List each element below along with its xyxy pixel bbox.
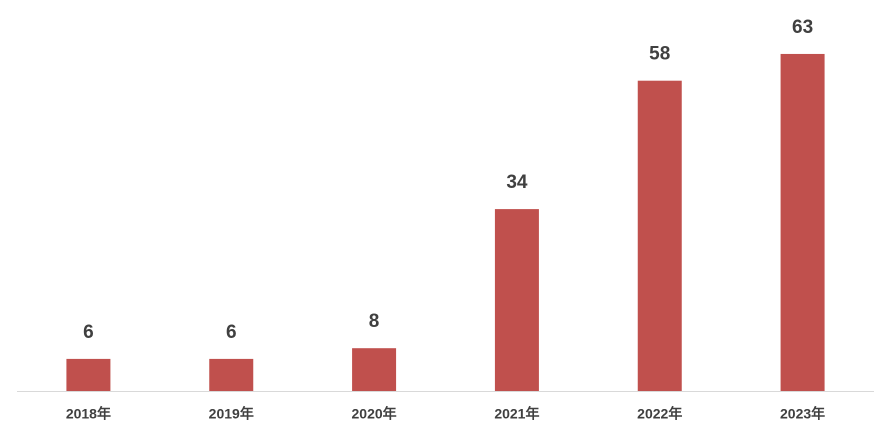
x-tick-label: 2021年 [494, 406, 539, 422]
bar [494, 209, 539, 391]
data-label: 34 [506, 172, 528, 193]
data-label: 6 [226, 322, 237, 343]
bar [637, 80, 682, 391]
bar [209, 358, 254, 391]
x-tick-label: 2023年 [780, 406, 825, 422]
bar [352, 348, 397, 391]
data-label: 58 [649, 44, 670, 65]
x-tick-label: 2019年 [209, 406, 254, 422]
bar [66, 358, 111, 391]
data-label: 63 [792, 17, 813, 38]
data-label: 8 [369, 311, 380, 332]
x-tick-label: 2018年 [66, 406, 111, 422]
data-label: 6 [83, 322, 94, 343]
x-tick-label: 2022年 [637, 406, 682, 422]
x-tick-label: 2020年 [352, 406, 397, 422]
bar [780, 53, 825, 391]
